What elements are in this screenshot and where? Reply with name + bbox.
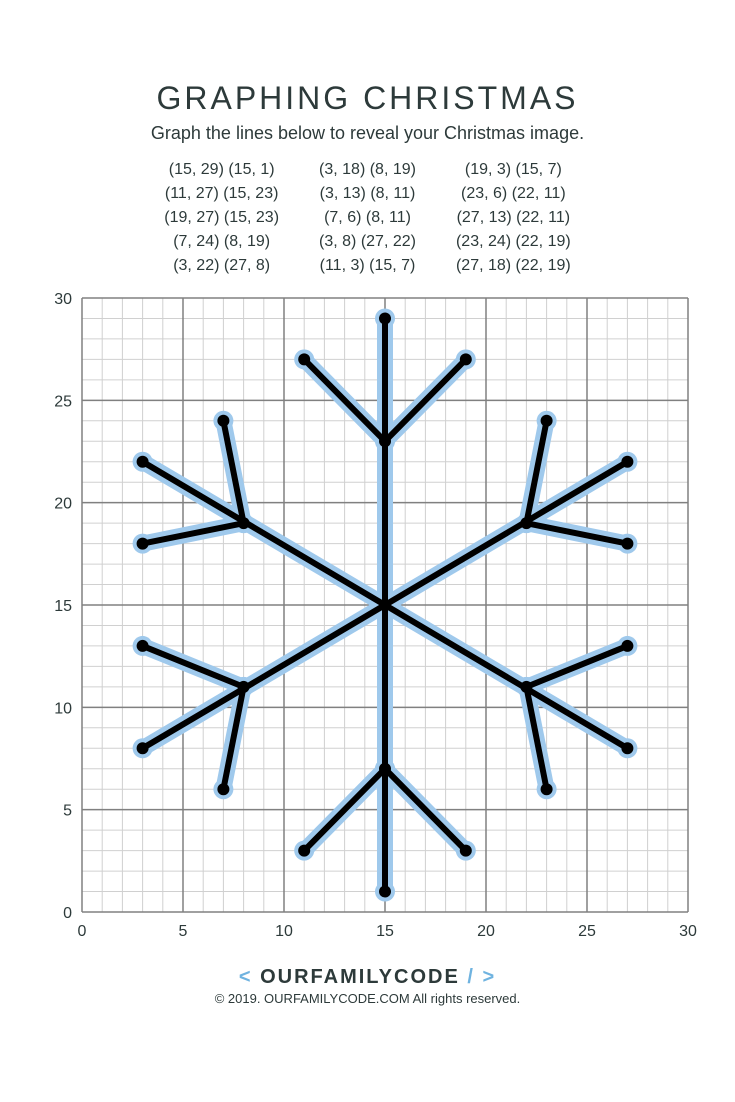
svg-text:10: 10 bbox=[275, 923, 293, 940]
svg-text:0: 0 bbox=[77, 923, 86, 940]
svg-text:30: 30 bbox=[679, 923, 697, 940]
svg-text:5: 5 bbox=[178, 923, 187, 940]
coord-pair: (7, 6) (8, 11) bbox=[319, 206, 416, 230]
svg-text:25: 25 bbox=[54, 393, 72, 410]
coord-pair: (23, 6) (22, 11) bbox=[456, 182, 571, 206]
coord-col-3: (19, 3) (15, 7)(23, 6) (22, 11)(27, 13) … bbox=[456, 158, 571, 278]
bracket-icon: < bbox=[239, 966, 260, 988]
coord-pair: (19, 27) (15, 23) bbox=[164, 206, 279, 230]
svg-text:25: 25 bbox=[578, 923, 596, 940]
logo-text: OURFAMILYCODE bbox=[260, 966, 460, 988]
coord-pair: (19, 3) (15, 7) bbox=[456, 158, 571, 182]
coord-pair: (11, 3) (15, 7) bbox=[319, 254, 416, 278]
coord-pair: (3, 8) (27, 22) bbox=[319, 230, 416, 254]
svg-text:30: 30 bbox=[54, 291, 72, 308]
coord-pair: (23, 24) (22, 19) bbox=[456, 230, 571, 254]
site-logo: < OURFAMILYCODE / > bbox=[30, 966, 705, 989]
coord-pair: (11, 27) (15, 23) bbox=[164, 182, 279, 206]
coord-pair: (3, 22) (27, 8) bbox=[164, 254, 279, 278]
coord-pair: (27, 13) (22, 11) bbox=[456, 206, 571, 230]
coord-col-2: (3, 18) (8, 19)(3, 13) (8, 11)(7, 6) (8,… bbox=[319, 158, 416, 278]
copyright: © 2019. OURFAMILYCODE.COM All rights res… bbox=[30, 991, 705, 1006]
svg-text:15: 15 bbox=[376, 923, 394, 940]
svg-text:20: 20 bbox=[477, 923, 495, 940]
coord-pair: (7, 24) (8, 19) bbox=[164, 230, 279, 254]
coordinate-list: (15, 29) (15, 1)(11, 27) (15, 23)(19, 27… bbox=[30, 158, 705, 278]
coord-col-1: (15, 29) (15, 1)(11, 27) (15, 23)(19, 27… bbox=[164, 158, 279, 278]
coord-pair: (3, 13) (8, 11) bbox=[319, 182, 416, 206]
svg-text:20: 20 bbox=[54, 496, 72, 513]
svg-text:5: 5 bbox=[63, 803, 72, 820]
coord-pair: (27, 18) (22, 19) bbox=[456, 254, 571, 278]
bracket-icon: / > bbox=[460, 966, 496, 988]
snowflake-chart: 0 5 10 15 20 25 30 0 5 10 15 20 25 30 bbox=[38, 288, 698, 948]
svg-text:15: 15 bbox=[54, 598, 72, 615]
svg-text:10: 10 bbox=[54, 700, 72, 717]
page-title: GRAPHING CHRISTMAS bbox=[30, 80, 705, 117]
subtitle: Graph the lines below to reveal your Chr… bbox=[30, 123, 705, 144]
coord-pair: (3, 18) (8, 19) bbox=[319, 158, 416, 182]
svg-text:0: 0 bbox=[63, 905, 72, 922]
coord-pair: (15, 29) (15, 1) bbox=[164, 158, 279, 182]
